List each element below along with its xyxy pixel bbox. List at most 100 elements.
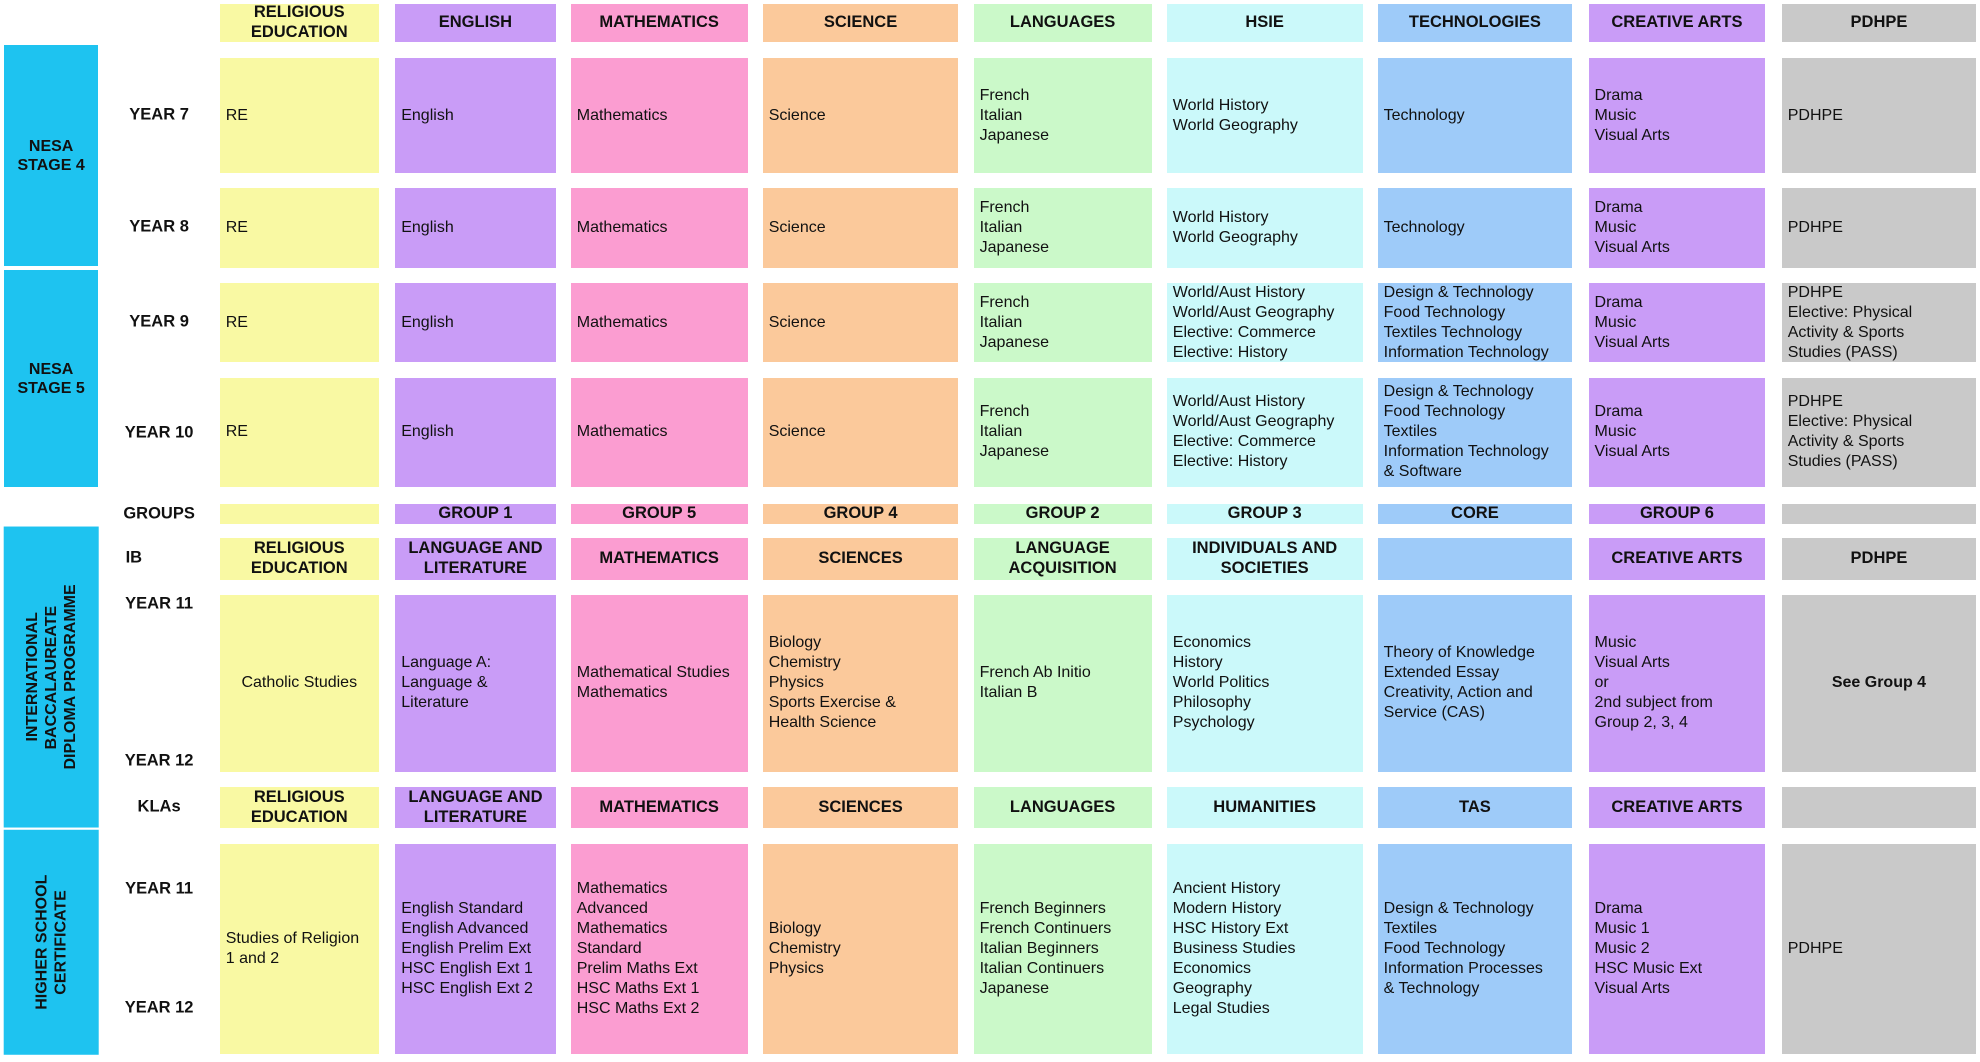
cell: Theory of Knowledge Extended Essay Creativ… [1377, 594, 1573, 772]
cell: GROUP 6 [1588, 503, 1766, 525]
text-line: Catholic Studies [241, 674, 358, 692]
text-line: World/Aust Geography [1172, 303, 1335, 321]
text-line: Visual Arts [1594, 333, 1670, 351]
text-line: Japanese [979, 443, 1049, 461]
text-line: LANGUAGE AND [408, 539, 543, 558]
text-line: Mathematical Studies [576, 664, 730, 682]
cell: Drama Music Visual Arts [1588, 58, 1766, 173]
text-line: PDHPE [1787, 106, 1843, 124]
text-line: TECHNOLOGIES [1408, 12, 1541, 31]
cell: Mathematics [570, 188, 748, 268]
text-line: French Continuers [979, 919, 1112, 937]
text-line: Drama [1594, 403, 1643, 421]
text-line: Elective: History [1172, 343, 1288, 361]
text-line: Advanced [576, 899, 648, 917]
text-line: Physics [768, 959, 824, 977]
text-line: GROUP 5 [622, 504, 697, 523]
text-line: Information Technology [1383, 443, 1549, 461]
row-label: YEAR 10 [124, 423, 194, 442]
cell: French Italian Japanese [973, 188, 1152, 268]
text-line: RELIGIOUS [253, 3, 345, 22]
cell: Biology Chemistry Physics [762, 843, 959, 1055]
cell: Biology Chemistry Physics Sports Exercise &… [762, 594, 959, 772]
cell: LANGUAGES [973, 786, 1152, 829]
cell: LANGUAGE AND LITERATURE [395, 786, 556, 829]
text-line: Science [768, 313, 826, 331]
text-line: CERTIFICATE [52, 889, 70, 995]
text-line: EDUCATION [250, 22, 348, 41]
row-label: YEAR 7 [129, 105, 189, 124]
text-line: World/Aust History [1172, 283, 1305, 301]
text-line: English Standard [401, 899, 524, 917]
text-line: Physics [768, 674, 824, 692]
text-line: Theory of Knowledge [1383, 644, 1535, 662]
cell: Science [762, 282, 959, 363]
text-line: Information Processes [1383, 959, 1543, 977]
text-line: Modern History [1172, 899, 1282, 917]
text-line: English [401, 423, 454, 441]
text-line: TAS [1458, 797, 1491, 816]
text-line: Elective: Commerce [1172, 433, 1316, 451]
text-line: Visual Arts [1594, 238, 1670, 256]
cell: Design & Technology Textiles Food Technolo… [1377, 843, 1573, 1055]
text-line: Studies of Religion [225, 929, 360, 947]
cell: Ancient History Modern History HSC History… [1166, 843, 1363, 1055]
text-line: French Beginners [979, 899, 1106, 917]
text-line: GROUP 1 [438, 504, 513, 523]
text-line: Italian [979, 313, 1023, 331]
text-line: Group 2, 3, 4 [1594, 714, 1688, 732]
text-line: CREATIVE ARTS [1611, 549, 1743, 567]
text-line: Biology [768, 634, 822, 652]
text-line: Mathematics [576, 423, 668, 441]
text-line: Elective: History [1172, 453, 1288, 471]
text-line: Japanese [979, 333, 1049, 351]
text-line: Food Technology [1383, 403, 1506, 421]
text-line: Information Technology [1383, 343, 1549, 361]
cell: Drama Music Visual Arts [1588, 282, 1766, 363]
text-line: MATHEMATICS [599, 12, 719, 31]
cell: GROUP 3 [1166, 503, 1363, 525]
cell: RELIGIOUS EDUCATION [219, 786, 379, 829]
text-line: PDHPE [1850, 549, 1908, 567]
cell: MATHEMATICS [570, 3, 748, 42]
text-line: Design & Technology [1383, 383, 1534, 401]
cell: LANGUAGE AND LITERATURE [395, 537, 556, 580]
text-line: LANGUAGES [1009, 797, 1116, 816]
text-line: STAGE 4 [17, 156, 85, 174]
cell: PDHPE [1781, 58, 1977, 173]
text-line: Philosophy [1172, 694, 1252, 712]
text-line: English [401, 313, 454, 331]
text-line: French [979, 293, 1030, 311]
text-line: Elective: Commerce [1172, 323, 1316, 341]
text-line: Elective: Physical [1787, 303, 1913, 321]
cell: PDHPE Elective: Physical Activity & Sports… [1781, 282, 1977, 363]
cell: French Italian Japanese [973, 58, 1152, 173]
text-line: Japanese [979, 979, 1049, 997]
text-line: Textiles [1383, 919, 1438, 937]
text-line: HSIE [1245, 12, 1284, 31]
text-line: HSC English Ext 2 [401, 979, 533, 997]
stage-label: HIGHER SCHOOL CERTIFICATE [3, 829, 99, 1055]
text-line: Economics [1172, 634, 1252, 652]
row-label: IB [125, 548, 143, 567]
cell: SCIENCES [762, 786, 959, 829]
row-label: YEAR 11 [125, 594, 194, 613]
text-line: PDHPE [1787, 939, 1843, 957]
text-line: Language A: [401, 654, 492, 672]
cell: English [395, 282, 556, 363]
cell: Science [762, 188, 959, 268]
text-line: MATHEMATICS [599, 549, 719, 567]
cell: HUMANITIES [1166, 786, 1363, 829]
text-line: Activity & Sports [1787, 323, 1905, 341]
text-line: RE [225, 313, 248, 331]
cell: French Beginners French Continuers Italian… [973, 843, 1152, 1055]
text-line: BACCALAUREATE [42, 604, 60, 749]
text-line: French [979, 198, 1030, 216]
text-line: Biology [768, 919, 822, 937]
text-line: Geography [1172, 979, 1252, 997]
cell: Science [762, 58, 959, 173]
text-line: World/Aust Geography [1172, 413, 1335, 431]
cell: RELIGIOUS EDUCATION [219, 537, 379, 580]
cell: CREATIVE ARTS [1588, 537, 1766, 580]
text-line: CREATIVE ARTS [1611, 12, 1743, 31]
